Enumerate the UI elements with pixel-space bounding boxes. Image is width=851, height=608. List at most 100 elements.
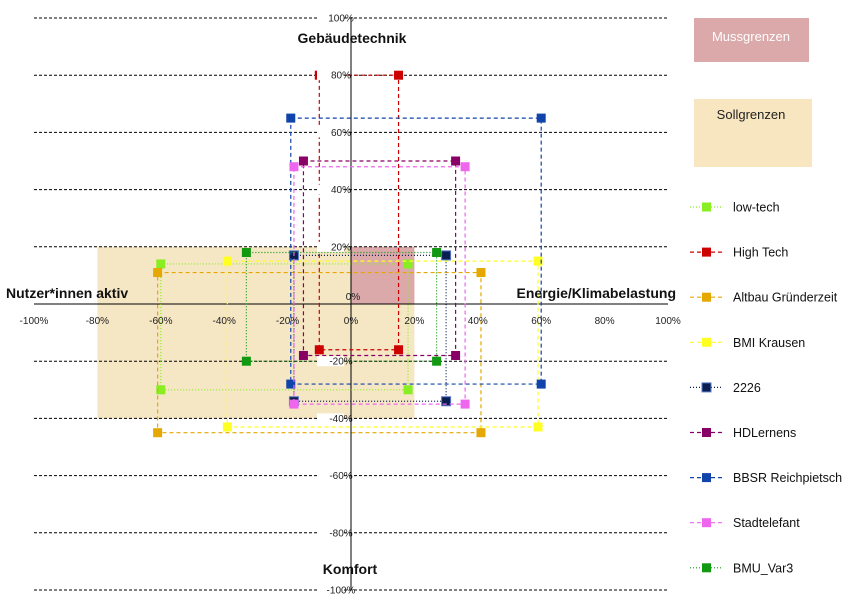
legend-label: BMU_Var3 — [733, 561, 793, 575]
data-point — [403, 259, 413, 269]
series-line — [318, 74, 400, 351]
legend-item: Altbau Gründerzeit — [690, 291, 838, 305]
legend-marker — [701, 382, 712, 393]
y-tick-label: -80% — [329, 528, 352, 539]
y-tick-label: 40% — [331, 185, 351, 196]
data-point — [533, 256, 543, 266]
legend-marker — [702, 202, 711, 212]
legend-marker — [702, 518, 711, 528]
legend-label: Stadtelefant — [733, 516, 800, 530]
legend-label: 2226 — [733, 381, 761, 395]
series-low-tech — [156, 259, 413, 395]
data-point — [286, 379, 296, 389]
legend-label: HDLernens — [733, 426, 796, 440]
data-point — [241, 356, 251, 366]
series-line — [302, 160, 457, 357]
legend-item: BMI Krausen — [690, 336, 805, 350]
y-tick-label-bg — [317, 127, 344, 138]
series-stadtelefant — [289, 162, 470, 409]
x-tick-label: 20% — [404, 316, 424, 327]
legend-label: BMI Krausen — [733, 336, 805, 350]
y-tick-label: -40% — [329, 414, 352, 425]
data-point — [476, 428, 486, 438]
data-point — [441, 250, 452, 261]
legend-marker — [702, 247, 711, 257]
legend-item: low-tech — [690, 201, 780, 215]
data-point — [394, 70, 404, 80]
axis-title-left: Nutzer*innen aktiv — [6, 285, 128, 301]
data-point — [451, 156, 461, 166]
series-layer — [153, 70, 546, 438]
ticks-layer: -100% -80% -60% -40% -20% 0% 20% 40% 60% 80% 100% 1… — [20, 13, 681, 597]
series-line — [226, 260, 539, 428]
legend-zone-sollgrenzen — [694, 99, 812, 167]
x-tick-label: 60% — [531, 316, 551, 327]
legend-item: BMU_Var3 — [690, 561, 793, 575]
legend-zone-mussgrenzen-label: Mussgrenzen — [712, 29, 790, 44]
data-point — [153, 268, 163, 278]
legend: Mussgrenzen Sollgrenzen low-tech High Tec… — [690, 18, 842, 575]
y-tick-label-bg — [317, 241, 344, 252]
legend-zone-mussgrenzen — [694, 18, 809, 62]
series-line — [157, 271, 482, 434]
data-point — [476, 268, 486, 278]
x-tick-label: -60% — [149, 316, 172, 327]
x-tick-label: 0% — [344, 316, 359, 327]
axis-title-top: Gebäudetechnik — [298, 30, 407, 46]
legend-item: Stadtelefant — [690, 516, 800, 530]
data-point — [394, 345, 404, 355]
data-point — [222, 422, 232, 432]
series-line — [160, 263, 409, 391]
y-tick-label: 80% — [331, 71, 351, 82]
x-tick-label: -40% — [213, 316, 236, 327]
data-point — [241, 248, 251, 258]
y-tick-label: 20% — [331, 242, 351, 253]
data-point — [156, 385, 166, 395]
axes-layer — [34, 18, 668, 590]
data-point — [536, 113, 546, 123]
data-point — [536, 379, 546, 389]
data-point — [460, 162, 470, 172]
zone-mussgrenzen — [351, 246, 415, 304]
legend-marker — [702, 337, 711, 347]
legend-item: HDLernens — [690, 426, 796, 440]
y-tick-label: 100% — [328, 14, 354, 25]
y-tick-label-bg — [317, 13, 344, 23]
legend-item: High Tech — [690, 246, 788, 260]
legend-label: BBSR Reichpietsch — [733, 471, 842, 485]
data-point — [432, 248, 442, 258]
y-tick-label: -100% — [327, 586, 356, 597]
axis-title-bottom: Komfort — [323, 561, 378, 577]
legend-label: Altbau Gründerzeit — [733, 291, 838, 305]
legend-label: High Tech — [733, 246, 788, 260]
y-tick-label-bg — [317, 585, 344, 595]
y-tick-label-bg — [317, 470, 344, 481]
axis-title-right: Energie/Klimabelastung — [517, 285, 676, 301]
series-line — [290, 117, 542, 385]
legend-zone-sollgrenzen-label: Sollgrenzen — [717, 107, 786, 122]
data-point — [533, 422, 543, 432]
y-tick-label: -20% — [329, 357, 352, 368]
legend-series: low-tech High Tech Altbau Gründerzeit BMI K… — [690, 201, 842, 575]
x-tick-label: -20% — [276, 316, 299, 327]
legend-label: low-tech — [733, 201, 780, 215]
legend-item: 2226 — [690, 381, 761, 395]
y-tick-label: -60% — [329, 471, 352, 482]
y-tick-label-bg — [317, 356, 344, 367]
data-point — [153, 428, 163, 438]
data-point — [314, 345, 324, 355]
x-tick-label: 80% — [595, 316, 615, 327]
legend-marker — [702, 428, 711, 437]
data-point — [298, 156, 308, 166]
x-tick-label: -80% — [86, 316, 109, 327]
legend-marker — [702, 563, 711, 573]
y-tick-label-bg — [317, 70, 344, 81]
legend-item: BBSR Reichpietsch — [690, 471, 842, 485]
x-tick-label: -100% — [20, 316, 49, 327]
legend-marker — [702, 292, 711, 302]
x-tick-label: 40% — [468, 316, 488, 327]
series-line — [293, 254, 447, 402]
data-point — [432, 356, 442, 366]
data-point — [156, 259, 166, 269]
